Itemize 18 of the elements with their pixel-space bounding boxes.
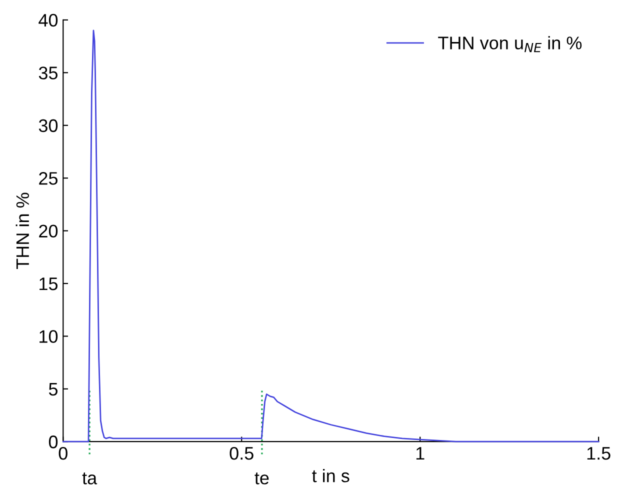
- ref-line-label: te: [254, 472, 269, 484]
- y-tick-label: 10: [40, 330, 58, 343]
- y-tick-label: 20: [39, 224, 58, 238]
- legend-label: THN von u$_{NE}$ in %: [438, 36, 582, 52]
- y-tick-label: 30: [38, 119, 58, 132]
- x-tick-label: 1: [416, 447, 424, 460]
- x-axis-title: t in s: [312, 469, 350, 482]
- y-tick-label: 5: [48, 383, 58, 396]
- y-tick-label: 25: [39, 172, 58, 185]
- x-tick-label: 0: [58, 446, 68, 460]
- x-tick-label: 0.5: [230, 446, 254, 460]
- ref-line-label: ta: [82, 472, 98, 484]
- y-tick-label: 0: [48, 436, 58, 448]
- y-tick-label: 40: [38, 14, 58, 27]
- y-tick-label: 15: [40, 278, 58, 290]
- y-tick-label: 35: [38, 66, 58, 80]
- x-tick-label: 1.5: [587, 447, 610, 460]
- y-axis-title: THN in %: [16, 192, 29, 270]
